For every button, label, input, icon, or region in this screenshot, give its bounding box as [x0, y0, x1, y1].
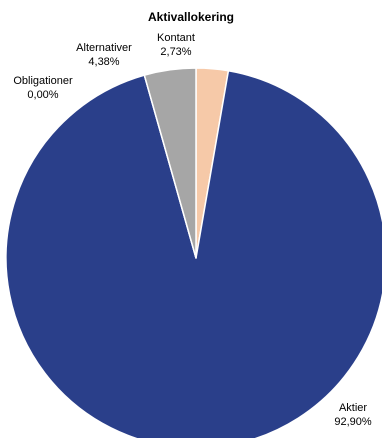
slice-label-kontant: Kontant 2,73% — [151, 31, 201, 59]
slice-label-alternativer: Alternativer 4,38% — [70, 41, 138, 69]
slice-value-kontant: 2,73% — [160, 46, 192, 58]
slice-name-aktier: Aktier — [338, 402, 368, 414]
pie-slice-alternativer — [143, 67, 197, 259]
slice-name-alternativer: Alternativer — [76, 42, 132, 54]
slice-value-aktier: 92,90% — [334, 416, 372, 428]
chart-title: Aktivallokering — [147, 10, 235, 24]
slice-name-obligationer: Obligationer — [13, 75, 73, 87]
pie-slice-aktier — [5, 70, 382, 438]
slice-value-obligationer: 0,00% — [27, 89, 59, 101]
slice-name-kontant: Kontant — [157, 32, 195, 44]
slice-label-aktier: Aktier 92,90% — [325, 401, 381, 429]
slice-value-alternativer: 4,38% — [88, 56, 120, 68]
slice-label-obligationer: Obligationer 0,00% — [8, 74, 78, 102]
